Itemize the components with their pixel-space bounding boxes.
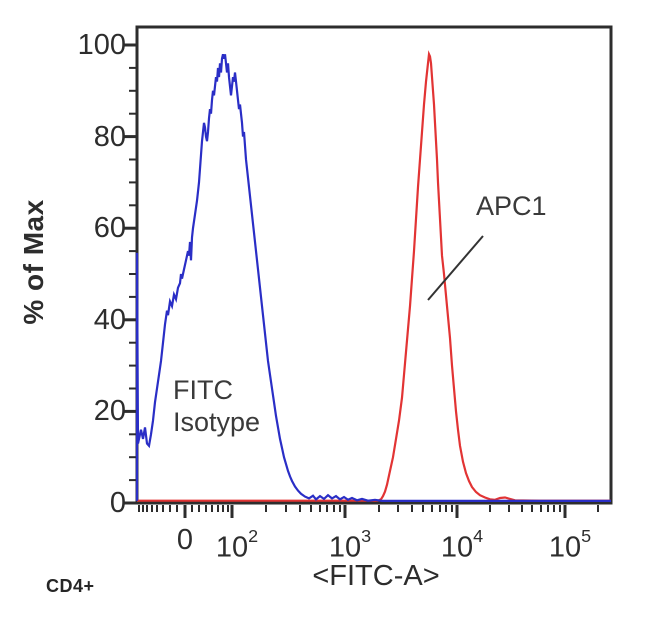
- annotation-apc1: APC1: [476, 191, 547, 221]
- x-tick-label: 104: [440, 525, 484, 564]
- annotation-fitc-isotype: FITC Isotype: [173, 374, 260, 438]
- x-tick-label: 0: [176, 524, 194, 556]
- x-tick-label: 102: [215, 525, 259, 564]
- x-tick-label: 103: [328, 525, 372, 564]
- y-tick-label: 40: [93, 303, 126, 336]
- y-tick-label: 100: [77, 29, 126, 61]
- apc1-leader-line: [427, 235, 484, 301]
- y-tick-label: 60: [93, 212, 126, 245]
- y-tick-label: 80: [93, 120, 126, 153]
- x-tick-label: 105: [548, 525, 592, 564]
- x-axis-title: <FITC-A>: [312, 560, 440, 592]
- y-tick-label: 20: [93, 395, 126, 428]
- gate-label: CD4+: [46, 576, 95, 596]
- y-tick-label: 0: [109, 487, 126, 519]
- annotation-fitc-line2: Isotype: [173, 407, 261, 437]
- apc1-curve: [137, 50, 611, 502]
- fitc-isotype-curve: [135, 53, 611, 502]
- annotation-fitc-line1: FITC: [173, 375, 233, 405]
